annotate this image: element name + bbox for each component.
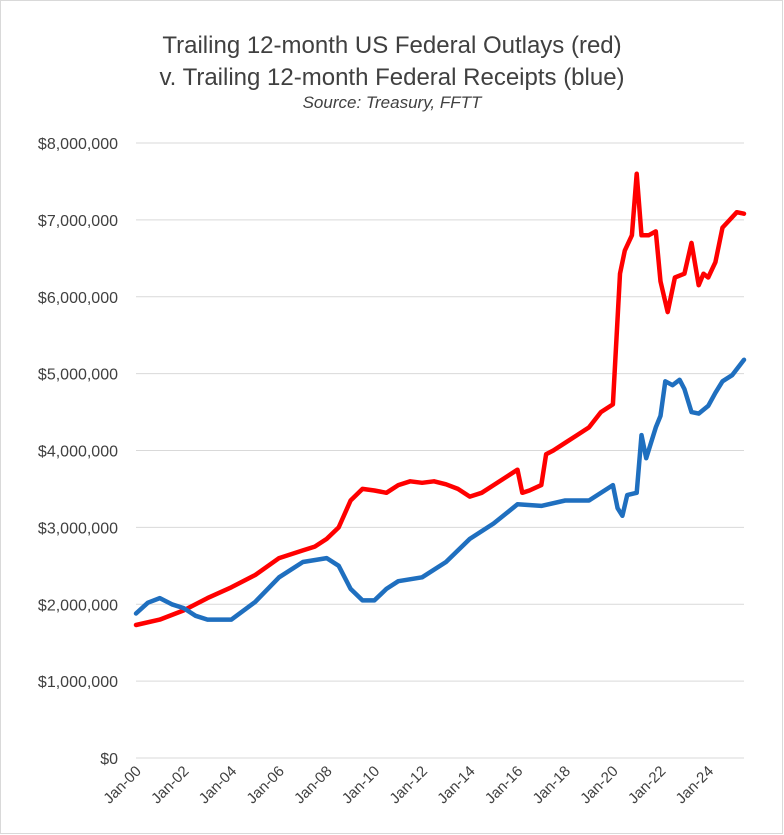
y-tick-label: $2,000,000 — [38, 597, 118, 614]
receipts-line — [133, 357, 747, 622]
x-tick-label: Jan-10 — [339, 763, 383, 807]
y-tick-label: $7,000,000 — [38, 213, 118, 230]
y-tick-label: $1,000,000 — [38, 674, 118, 691]
y-tick-label: $3,000,000 — [38, 520, 118, 537]
x-tick-label: Jan-04 — [196, 763, 240, 807]
x-tick-label: Jan-22 — [625, 763, 669, 807]
y-tick-label: $0 — [100, 751, 118, 768]
x-tick-label: Jan-20 — [577, 763, 621, 807]
x-tick-label: Jan-18 — [530, 763, 574, 807]
chart-subtitle: Source: Treasury, FFTT — [302, 93, 482, 112]
y-tick-label: $5,000,000 — [38, 367, 118, 384]
chart-title-line-1: Trailing 12-month US Federal Outlays (re… — [162, 32, 622, 59]
x-tick-label: Jan-14 — [434, 763, 478, 807]
y-tick-label: $8,000,000 — [38, 136, 118, 153]
x-tick-label: Jan-16 — [482, 763, 526, 807]
x-tick-label: Jan-12 — [386, 763, 430, 807]
x-tick-label: Jan-06 — [243, 763, 287, 807]
outlays-line — [133, 171, 747, 628]
x-tick-label: Jan-08 — [291, 763, 335, 807]
x-tick-label: Jan-24 — [673, 763, 717, 807]
x-tick-label: Jan-02 — [148, 763, 192, 807]
x-tick-label: Jan-00 — [100, 763, 144, 807]
chart-title-line-2: v. Trailing 12-month Federal Receipts (b… — [159, 64, 625, 91]
y-tick-label: $6,000,000 — [38, 290, 118, 307]
y-tick-label: $4,000,000 — [38, 444, 118, 461]
